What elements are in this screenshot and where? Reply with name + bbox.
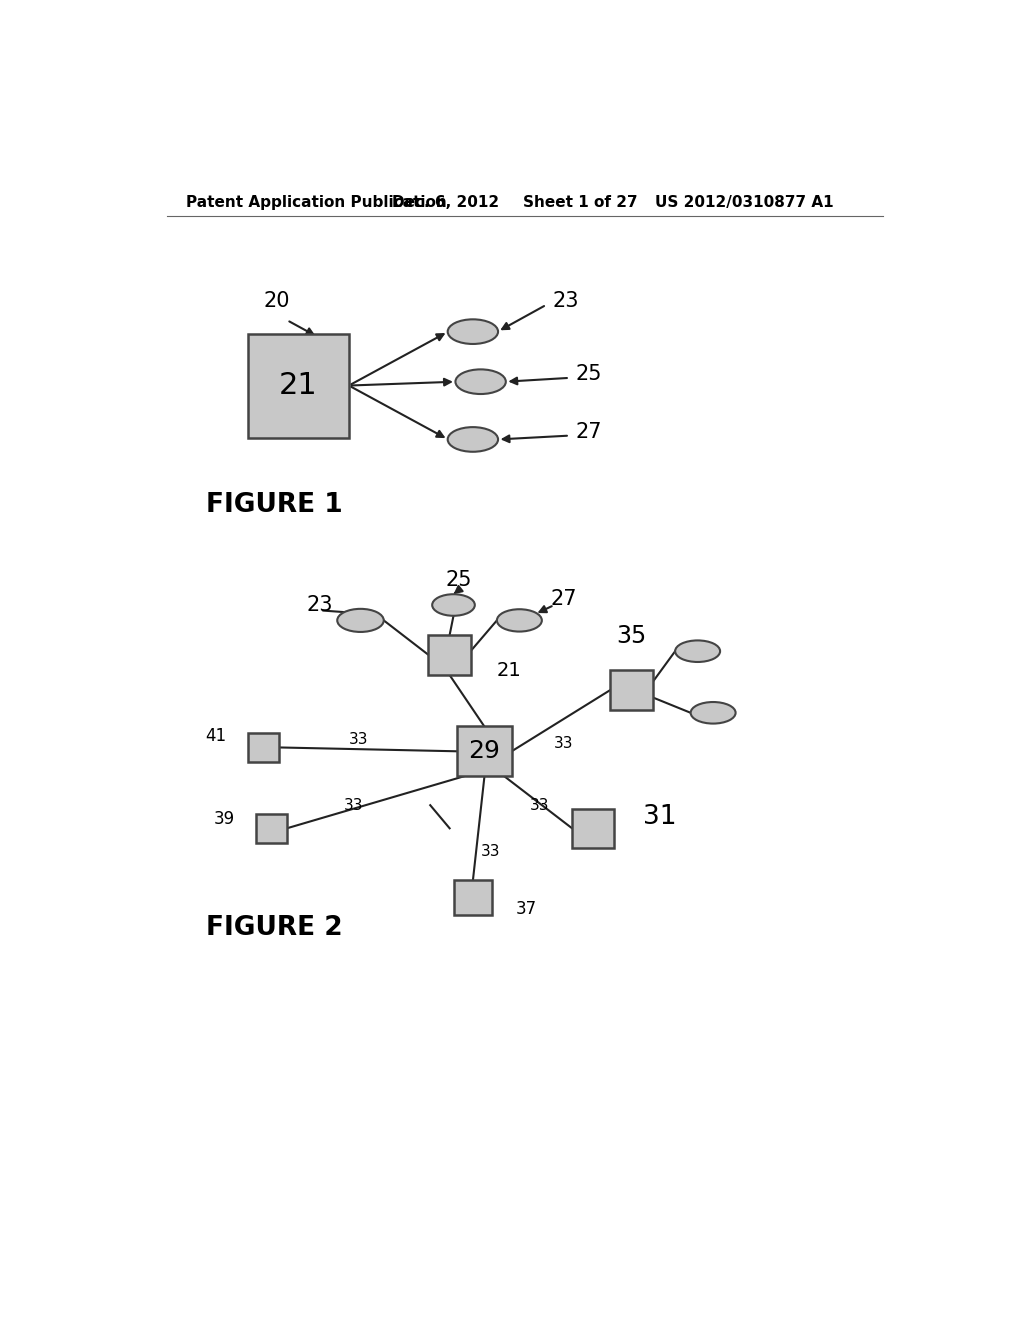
Bar xyxy=(256,813,287,843)
Text: 23: 23 xyxy=(553,290,580,310)
Bar xyxy=(571,809,614,847)
Text: 20: 20 xyxy=(263,290,290,310)
Text: US 2012/0310877 A1: US 2012/0310877 A1 xyxy=(655,195,834,210)
Text: 33: 33 xyxy=(554,737,573,751)
Ellipse shape xyxy=(497,610,542,631)
Text: Sheet 1 of 27: Sheet 1 of 27 xyxy=(523,195,638,210)
Text: Dec. 6, 2012: Dec. 6, 2012 xyxy=(391,195,499,210)
Text: 21: 21 xyxy=(496,661,521,680)
Text: 41: 41 xyxy=(206,727,226,744)
Text: 33: 33 xyxy=(480,843,500,859)
Text: 23: 23 xyxy=(306,595,333,615)
Ellipse shape xyxy=(447,428,498,451)
Text: 27: 27 xyxy=(550,589,577,609)
Ellipse shape xyxy=(337,609,384,632)
Text: 33: 33 xyxy=(529,797,549,813)
Ellipse shape xyxy=(432,594,475,615)
Text: 31: 31 xyxy=(643,804,677,830)
Ellipse shape xyxy=(447,319,498,345)
Text: FIGURE 2: FIGURE 2 xyxy=(206,915,342,941)
Text: 33: 33 xyxy=(343,797,362,813)
Text: Patent Application Publication: Patent Application Publication xyxy=(186,195,446,210)
Text: 25: 25 xyxy=(445,570,472,590)
Bar xyxy=(428,635,471,675)
Bar xyxy=(248,334,349,437)
Text: 33: 33 xyxy=(349,733,369,747)
Text: 27: 27 xyxy=(575,422,602,442)
Bar xyxy=(458,726,512,776)
Text: 37: 37 xyxy=(515,900,537,919)
Text: 29: 29 xyxy=(469,739,501,763)
Text: 25: 25 xyxy=(575,364,602,384)
Bar xyxy=(610,669,653,710)
Text: 21: 21 xyxy=(280,371,317,400)
Bar xyxy=(454,880,493,915)
Ellipse shape xyxy=(675,640,720,663)
Bar xyxy=(248,733,280,762)
Text: 35: 35 xyxy=(616,624,646,648)
Text: FIGURE 1: FIGURE 1 xyxy=(206,492,342,517)
Ellipse shape xyxy=(690,702,735,723)
Text: 39: 39 xyxy=(213,810,234,828)
Ellipse shape xyxy=(456,370,506,395)
